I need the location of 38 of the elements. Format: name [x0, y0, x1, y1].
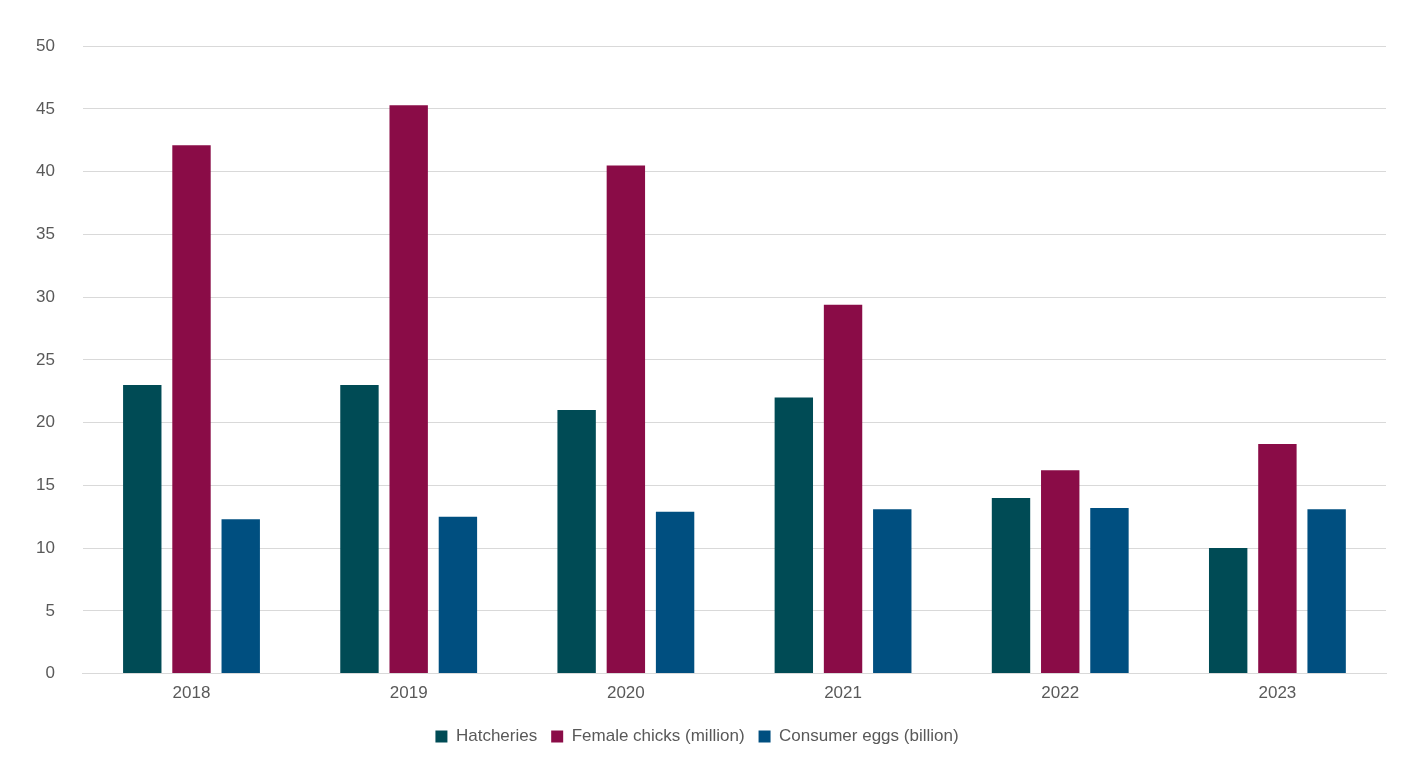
x-tick-label: 2018: [172, 683, 211, 703]
bar: [123, 385, 162, 674]
legend-label: Female chicks (million): [571, 726, 745, 746]
y-tick-label: 10: [35, 537, 55, 557]
bar: [873, 509, 912, 674]
y-tick-label: 20: [35, 412, 55, 432]
legend-label: Consumer eggs (billion): [779, 726, 959, 746]
bar: [389, 105, 428, 674]
y-tick-label: 0: [45, 663, 55, 683]
y-tick-label: 45: [35, 98, 55, 118]
bar: [340, 385, 379, 674]
y-tick-label: 25: [35, 349, 55, 369]
bar: [557, 410, 596, 674]
y-tick-label: 15: [35, 475, 55, 495]
bar: [221, 519, 260, 674]
bar: [606, 165, 646, 674]
x-tick-label: 2019: [389, 683, 428, 703]
y-tick-label: 5: [45, 600, 55, 620]
x-tick-label: 2022: [1041, 683, 1080, 703]
x-tick-label: 2023: [1258, 683, 1297, 703]
bar: [1258, 443, 1297, 674]
bar: [774, 397, 814, 674]
bar: [1090, 507, 1129, 674]
bar: [172, 145, 211, 674]
bar: [1208, 548, 1248, 674]
bar: [991, 497, 1031, 674]
y-tick-label: 35: [35, 224, 55, 244]
y-tick-label: 30: [35, 286, 55, 306]
bar: [655, 511, 695, 674]
y-tick-label: 50: [35, 35, 55, 55]
x-tick-label: 2020: [606, 683, 645, 703]
x-tick-label: 2021: [824, 683, 862, 703]
bar: [823, 304, 863, 674]
bar: [1307, 509, 1346, 674]
bar: [438, 516, 478, 674]
bar: [1041, 470, 1080, 674]
y-tick-label: 40: [35, 161, 55, 181]
legend-label: Hatcheries: [455, 726, 538, 746]
